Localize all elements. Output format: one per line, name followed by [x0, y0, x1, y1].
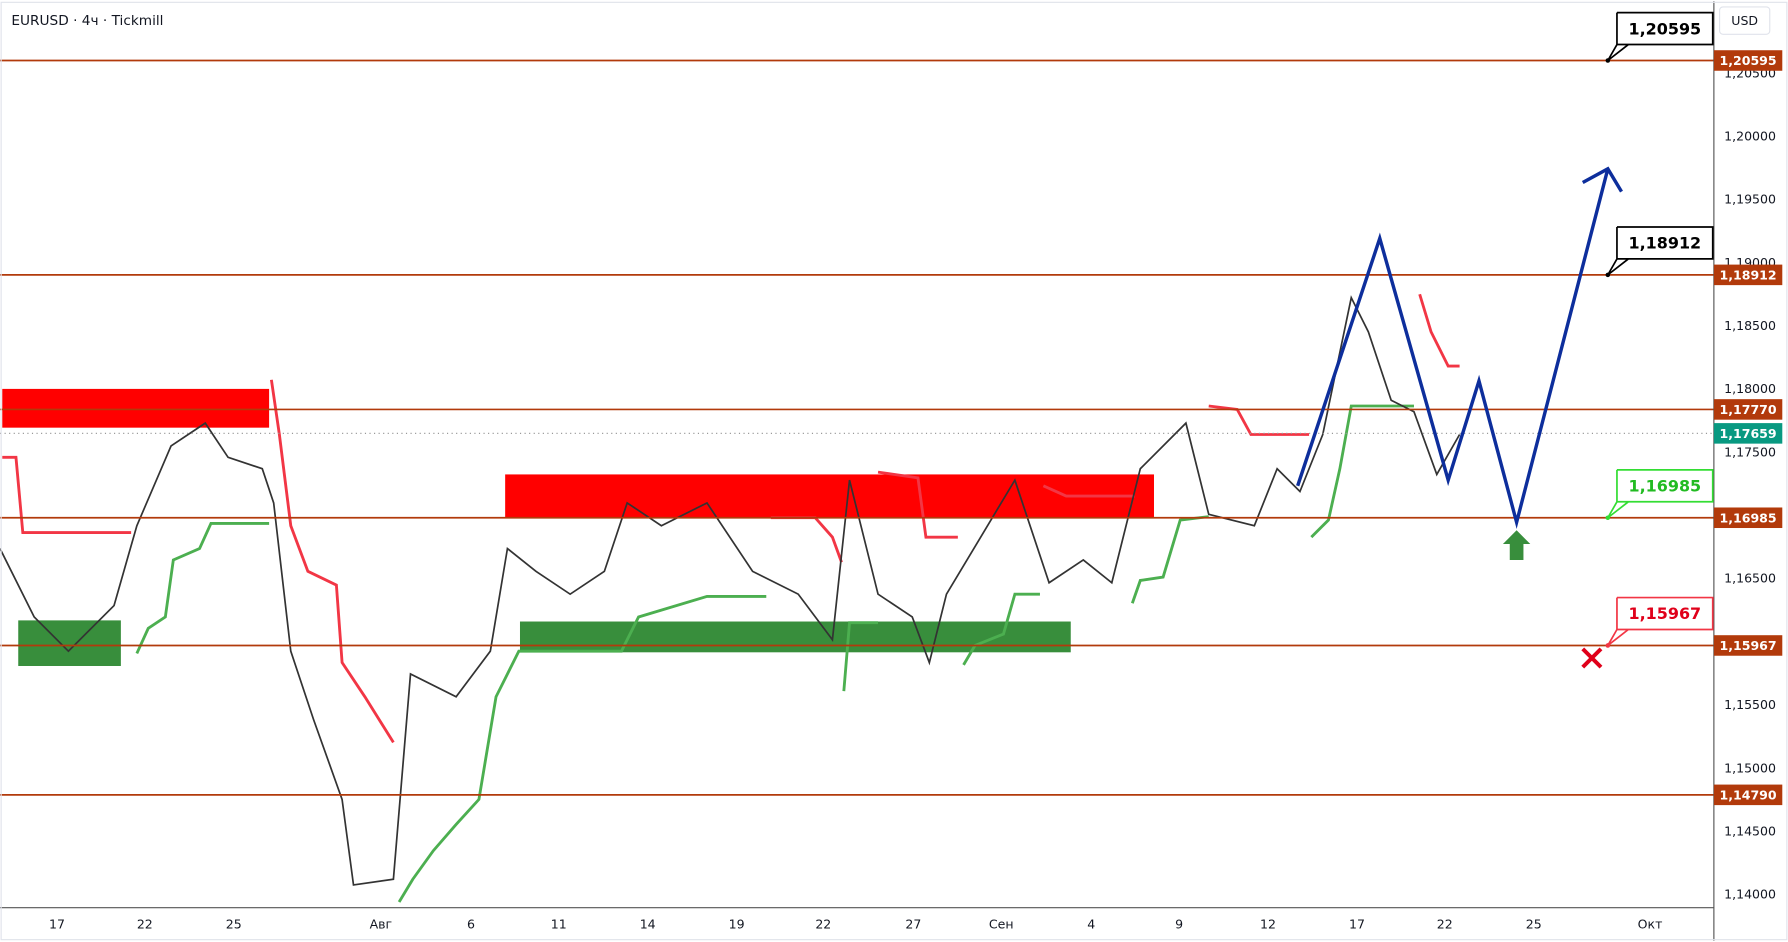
- level-price-text: 1,15967: [1720, 638, 1777, 653]
- time-tick-label: 22: [137, 916, 153, 931]
- callout-box: [1607, 226, 1714, 276]
- price-tick-label: 1,19500: [1724, 192, 1776, 207]
- level-price-text: 1,14790: [1720, 787, 1777, 802]
- projection-arrow: [1581, 166, 1623, 193]
- price-path: [0, 295, 1461, 886]
- level-price-tag: [1713, 264, 1783, 286]
- time-tick-label: 25: [226, 916, 242, 931]
- callout-anchor: [1605, 643, 1611, 648]
- level-price-text: 1,17770: [1720, 402, 1777, 417]
- supertrend-up: [397, 595, 767, 903]
- time-tick-label: 25: [1526, 916, 1542, 931]
- level-price-text: 1,17659: [1720, 426, 1777, 441]
- time-tick-label: 9: [1175, 916, 1183, 931]
- supertrend-down: [269, 379, 395, 744]
- supertrend-up: [1130, 515, 1209, 604]
- supertrend-down: [1418, 293, 1460, 368]
- zones: [2, 388, 1154, 666]
- level-price-tag: [1713, 399, 1783, 420]
- time-tick-label: 22: [1437, 916, 1453, 931]
- up-arrow-icon: [1502, 530, 1531, 560]
- callout-anchor: [1605, 515, 1611, 521]
- time-tick-label: 6: [467, 916, 475, 931]
- price-tick-label: 1,15000: [1724, 760, 1776, 775]
- price-tick-label: 1,16500: [1724, 571, 1776, 586]
- price-tick-label: 1,14000: [1724, 887, 1776, 902]
- resistance-zone: [505, 474, 1154, 518]
- time-tick-label: Сен: [989, 916, 1014, 931]
- price-tick-label: 1,18500: [1724, 318, 1776, 333]
- supertrend-down: [877, 470, 958, 539]
- supertrend-up: [1310, 404, 1414, 539]
- currency-label: USD: [1731, 13, 1758, 28]
- time-tick-label: 22: [815, 916, 831, 931]
- level-price-text: 1,18912: [1720, 267, 1777, 282]
- time-tick-label: 4: [1087, 916, 1095, 931]
- level-price-text: 1,20595: [1720, 53, 1777, 68]
- time-tick-label: 12: [1260, 916, 1276, 931]
- time-tick-label: 14: [640, 916, 656, 931]
- price-tick-label: 1,15500: [1724, 697, 1776, 712]
- level-price-tag: [1713, 507, 1783, 529]
- level-price-tag: [1713, 50, 1783, 71]
- time-tick-label: Авг: [370, 916, 393, 931]
- time-tick-label: 17: [1349, 916, 1365, 931]
- resistance-zone: [2, 388, 270, 428]
- callout-box: [1607, 596, 1714, 647]
- time-tick-label: 11: [551, 916, 567, 931]
- supertrend-down: [1208, 404, 1310, 436]
- callout-anchor: [1605, 58, 1611, 63]
- supertrend-up: [962, 592, 1040, 666]
- callout-text: 1,16985: [1629, 477, 1702, 496]
- level-price-tag: [1713, 423, 1783, 444]
- level-price-tag: [1713, 635, 1783, 656]
- supertrend-down: [2, 455, 132, 535]
- support-zone: [519, 621, 1071, 653]
- currency-box: [1719, 6, 1771, 35]
- callout-box: [1607, 469, 1714, 519]
- price-tick-label: 1,17500: [1724, 444, 1776, 459]
- time-tick-label: 27: [905, 916, 921, 931]
- projection-path: [1296, 168, 1610, 530]
- time-tick-label: Окт: [1638, 916, 1663, 931]
- level-price-tag: [1713, 784, 1783, 806]
- price-tick-label: 1,14500: [1724, 823, 1776, 838]
- callout-text: 1,20595: [1629, 19, 1702, 38]
- price-tick-label: 1,18000: [1724, 381, 1776, 396]
- symbol-title: EURUSD · 4ч · Tickmill: [11, 13, 163, 29]
- level-price-text: 1,16985: [1720, 510, 1777, 525]
- price-tick-label: 1,20000: [1724, 129, 1776, 144]
- supertrend-down: [1042, 484, 1135, 498]
- callout-text: 1,18912: [1629, 234, 1702, 253]
- callout-anchor: [1605, 272, 1611, 278]
- callout-box: [1607, 11, 1714, 62]
- supertrend: [2, 293, 1460, 903]
- stop-icon: [1581, 647, 1603, 669]
- time-tick-label: 19: [729, 916, 745, 931]
- support-zone: [18, 620, 121, 666]
- callout-text: 1,15967: [1629, 604, 1702, 623]
- time-tick-label: 17: [49, 916, 65, 931]
- supertrend-up: [135, 522, 270, 655]
- supertrend-up: [842, 621, 879, 692]
